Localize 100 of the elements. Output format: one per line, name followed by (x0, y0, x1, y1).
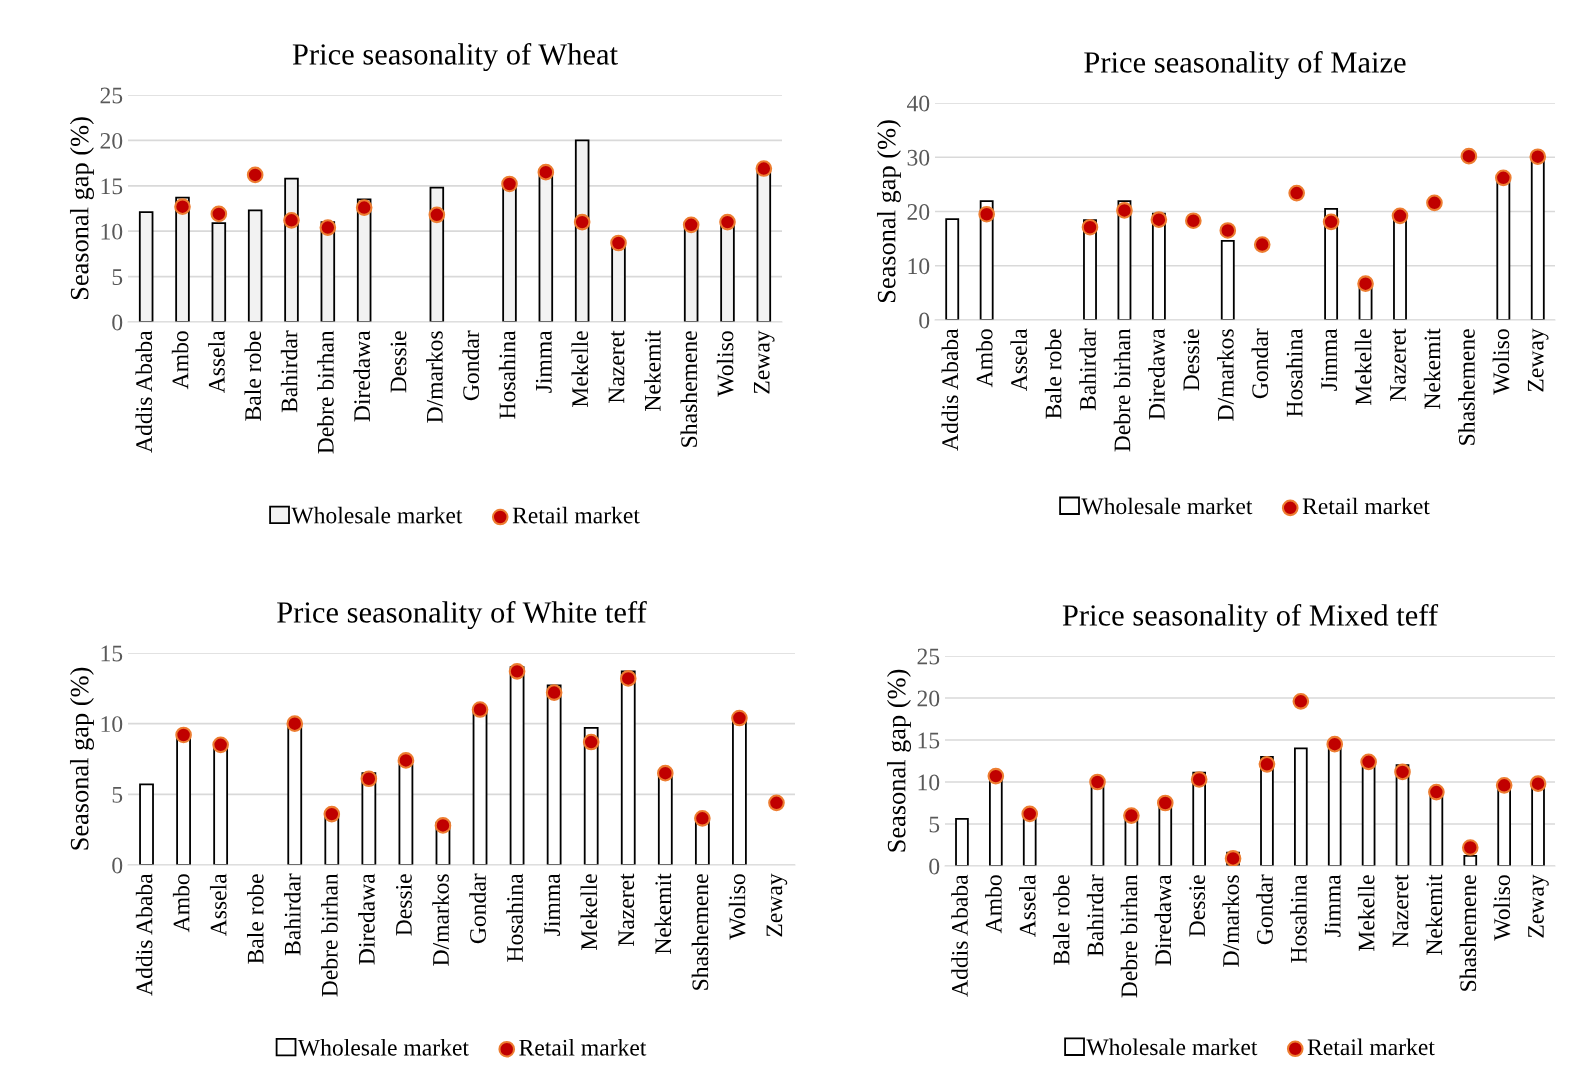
bar (583, 727, 599, 865)
point (987, 767, 1005, 785)
y-tick-label: 15 (101, 645, 123, 662)
x-tick-label: Bale robe (244, 331, 262, 421)
point (537, 163, 555, 181)
point (174, 198, 191, 216)
point (1529, 148, 1547, 166)
y-tick-label: 10 (101, 716, 123, 733)
x-tick-label: Shashemene (691, 874, 709, 990)
point (1081, 218, 1099, 236)
point (1123, 807, 1140, 824)
x-tick-label: D/markos (1222, 875, 1239, 967)
point (319, 219, 337, 236)
x-tick-label: Ambo (975, 329, 993, 388)
x-tick-label: Ambo (171, 331, 189, 390)
x-tick-label: Mekelle (1357, 875, 1375, 952)
y-tick-label: 10 (918, 774, 940, 791)
y-tick-label: 5 (112, 787, 123, 803)
y-tick-label: 20 (917, 690, 940, 707)
x-tick-label: Diredawa (1154, 874, 1172, 966)
x-tick-label: Zeway (1528, 874, 1549, 938)
x-tick-label: Mekelle (1354, 329, 1372, 406)
y-axis-title: Seasonal gap (%) (69, 117, 94, 300)
point (286, 715, 304, 732)
x-tick-label: Shashemene (1458, 329, 1475, 445)
point (1326, 735, 1344, 753)
point (1428, 783, 1445, 801)
x-tick-label: Zeway (753, 330, 775, 394)
x-tick-label: Jimma (535, 330, 552, 393)
y-axis-title: Seasonal gap (%) (876, 120, 901, 303)
point (246, 166, 264, 184)
x-tick-label: Debre birhan (1120, 874, 1138, 998)
x-tick-label: Diredawa (353, 330, 371, 422)
bar (211, 222, 227, 322)
x-tick-label: D/markos (1217, 329, 1234, 421)
point (582, 733, 600, 751)
x-tick-label: Woliso (1492, 329, 1510, 395)
x-tick-label: Nazeret (1390, 328, 1406, 402)
x-tick-label: Ambo (985, 875, 1002, 934)
bar (247, 209, 263, 322)
point (501, 175, 518, 193)
legend-label: Retail market (1307, 1038, 1435, 1056)
x-tick-label: Bahirdar (280, 330, 298, 413)
point (1292, 693, 1310, 710)
point (1391, 207, 1409, 225)
y-axis-title: Seasonal gap (%) (69, 667, 94, 850)
legend-label: Wholesale market (1086, 1038, 1258, 1056)
y-tick-label: 20 (100, 132, 123, 149)
point (508, 663, 526, 680)
x-tick-label: Diredawa (358, 873, 375, 965)
point (1185, 212, 1202, 230)
x-tick-label: Dessie (395, 874, 412, 936)
y-tick-label: 10 (908, 258, 930, 275)
y-tick-label: 10 (101, 223, 123, 240)
x-tick-label: Bale robe (246, 874, 264, 964)
bar (139, 783, 154, 865)
chart-title: Price seasonality of Mixed teff (1062, 603, 1439, 633)
bar (945, 218, 960, 320)
point (1461, 839, 1479, 856)
x-tick-label: Diredawa (1148, 328, 1165, 420)
x-tick-label: Assela (1019, 874, 1036, 938)
y-axis-title: Seasonal gap (%) (886, 669, 911, 852)
x-tick-label: Hosahina (498, 330, 516, 419)
point (573, 213, 591, 231)
x-tick-label: Hosahina (506, 873, 523, 962)
point (1089, 773, 1106, 791)
point (1322, 213, 1340, 231)
point (619, 670, 637, 687)
bar (955, 818, 969, 866)
x-tick-label: Gondar (1256, 874, 1273, 945)
chart-title: Price seasonality of White teff (277, 600, 647, 630)
bar (1463, 855, 1478, 866)
x-tick-label: Ambo (172, 874, 190, 933)
x-tick-label: Addis Ababa (941, 328, 959, 451)
point (1495, 777, 1513, 794)
x-tick-label: Debre birhan (317, 330, 334, 454)
legend-label: Retail market (512, 506, 640, 524)
point (656, 764, 674, 782)
x-tick-label: Shashemene (680, 331, 698, 447)
x-tick-label: Debre birhan (321, 873, 338, 997)
x-tick-label: Bahirdar (284, 873, 301, 956)
x-tick-label: Assela (208, 330, 225, 394)
point (1288, 184, 1305, 202)
point (428, 206, 446, 224)
x-tick-label: Zeway (1527, 328, 1549, 392)
point (1529, 775, 1547, 792)
point (1156, 794, 1174, 812)
bar (611, 244, 626, 322)
x-tick-label: Jimma (544, 873, 561, 936)
point (1426, 194, 1443, 212)
point (1394, 763, 1411, 781)
x-tick-label: Hosahina (1285, 328, 1303, 417)
x-tick-label: Shashemene (1459, 875, 1477, 991)
point (1190, 771, 1208, 788)
x-tick-label: Dessie (1189, 875, 1206, 937)
x-tick-label: Addis Ababa (951, 874, 968, 997)
x-tick-label: Bahirdar (1079, 328, 1096, 411)
point (212, 736, 229, 754)
y-tick-label: 15 (918, 732, 940, 749)
x-tick-label: Bahirdar (1086, 874, 1104, 957)
